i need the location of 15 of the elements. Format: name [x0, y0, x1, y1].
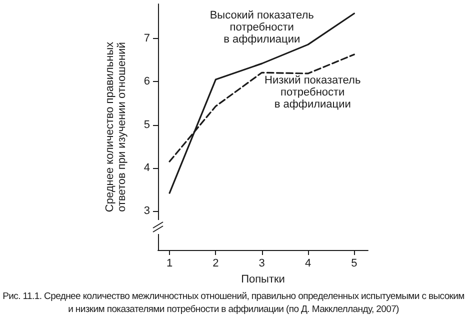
y-tick-label: 4: [144, 162, 150, 174]
y-tick-label: 7: [144, 32, 150, 45]
y-tick-label: 3: [144, 205, 150, 218]
y-tick-label: 6: [144, 76, 150, 88]
y-axis-title: Среднее количество правильных ответов при изучении отношений: [104, 41, 128, 212]
x-tick-label: 4: [304, 258, 312, 270]
text: Рис. 11.1. Среднее количество межличностных отношений, правильно определенных испытуемыми с высоким и низким показателями потребности в аффилиации (по Д. Макклелланду, 2007): [2, 290, 465, 316]
x-tick-label: 1: [166, 258, 173, 270]
y-tick-label: 5: [144, 118, 150, 131]
x-axis-title: Попытки: [241, 274, 285, 286]
x-tick-label: 5: [351, 258, 358, 270]
series-label: Низкий показатель потребности в аффилиации: [264, 74, 361, 110]
x-tick-label: 2: [212, 258, 219, 270]
x-tick-label: 3: [258, 258, 265, 270]
series-label: Высокий показатель потребности в аффилиации: [210, 10, 314, 46]
